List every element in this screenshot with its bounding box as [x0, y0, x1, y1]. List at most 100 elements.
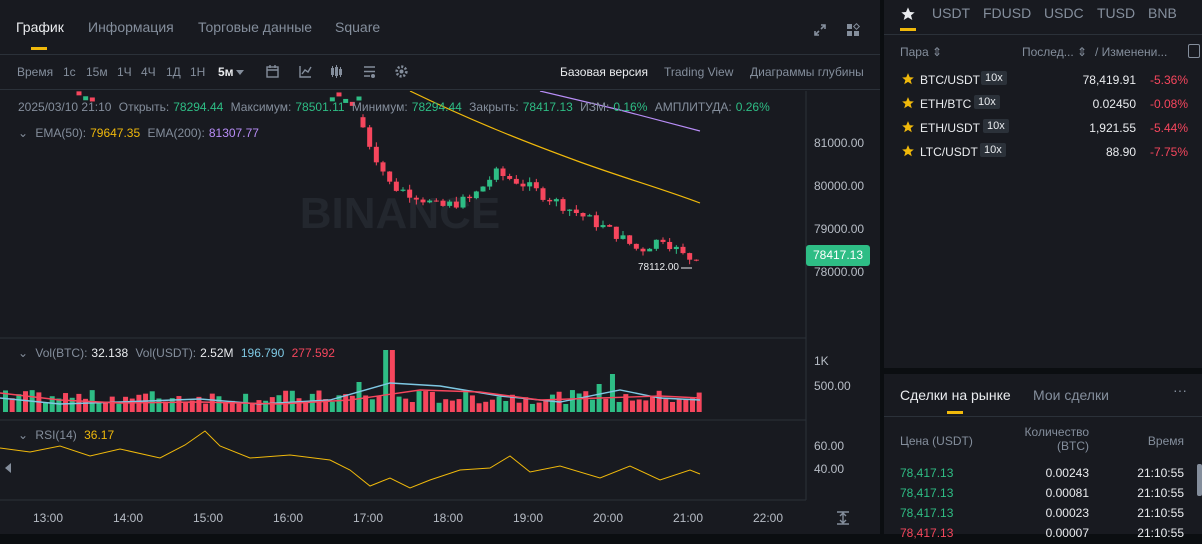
favorite-star-icon[interactable] [901, 72, 915, 86]
interval-1w[interactable]: 1Н [190, 65, 206, 79]
time-column-header: Время [1147, 434, 1184, 448]
candle-body [467, 196, 473, 199]
candle-body [473, 191, 479, 199]
chevron-down-icon[interactable] [236, 70, 244, 76]
leverage-badge: 10x [981, 71, 1007, 85]
candle-body [600, 225, 606, 228]
settings-list-icon[interactable] [362, 64, 377, 79]
low-price-marker: 78112.00 [638, 262, 679, 273]
pair-row[interactable]: LTC/USDT 10x 88.90 -7.75% [884, 142, 1202, 164]
view-tradingview[interactable]: Trading View [664, 65, 734, 79]
market-tab-bnb[interactable]: BNB [1148, 5, 1177, 21]
candle-body [349, 101, 355, 106]
view-depth[interactable]: Диаграммы глубины [750, 65, 864, 79]
pair-row[interactable]: ETH/USDT 10x 1,921.55 -5.44% [884, 118, 1202, 140]
sort-pair[interactable]: Пара ⇕ [900, 45, 943, 59]
high-label: Максимум: [230, 100, 292, 114]
interval-5m-selected[interactable]: 5м [218, 65, 234, 79]
collapse-ema-icon[interactable]: ⌄ [18, 126, 29, 140]
volume-bar [496, 396, 502, 412]
volume-bar [169, 398, 175, 412]
leverage-badge: 10x [983, 119, 1009, 133]
rsi-axis-label: 40.00 [814, 462, 845, 476]
candle-body [553, 199, 559, 202]
candle-body [356, 96, 362, 101]
scroll-left-icon[interactable] [4, 463, 12, 473]
candle-body [567, 209, 573, 211]
rsi-axis-label: 60.00 [814, 439, 845, 453]
collapse-vol-icon[interactable]: ⌄ [18, 346, 29, 360]
tab-trading-data[interactable]: Торговые данные [198, 19, 313, 35]
divider [884, 416, 1202, 417]
candle-body [613, 226, 619, 239]
interval-1d[interactable]: 1Д [166, 65, 181, 79]
tab-info[interactable]: Информация [88, 19, 174, 35]
interval-1h[interactable]: 1Ч [117, 65, 132, 79]
scrollbar[interactable] [1188, 44, 1200, 58]
candle-body [667, 241, 673, 250]
market-tab-usdt[interactable]: USDT [932, 5, 971, 21]
volume-bar [576, 393, 582, 412]
pair-name: ETH/USDT [920, 121, 980, 135]
candle-body [83, 96, 89, 101]
market-panel: USDT FDUSD USDC TUSD BNB Пара ⇕ Послед..… [884, 0, 1202, 368]
trade-qty: 0.00243 [1045, 466, 1089, 480]
tab-square[interactable]: Square [335, 19, 381, 35]
time-axis-label: 16:00 [273, 511, 304, 525]
ema50-label: EMA(50): [35, 126, 87, 140]
interval-15m[interactable]: 15м [86, 65, 108, 79]
pair-row[interactable]: ETH/BTC 10x 0.02450 -0.08% [884, 94, 1202, 116]
time-axis-label: 14:00 [113, 511, 144, 525]
candles-icon[interactable] [329, 64, 344, 79]
ohlc-legend: 2025/03/10 21:10 Открыть: 78294.44 Максим… [18, 100, 774, 114]
volume-bar [129, 398, 135, 412]
trade-time: 21:10:55 [1137, 486, 1184, 500]
ohlc-date: 2025/03/10 21:10 [18, 100, 112, 114]
candle-body [620, 235, 626, 239]
expand-icon[interactable] [812, 22, 828, 38]
more-icon[interactable]: ··· [1173, 382, 1187, 398]
calendar-icon[interactable] [265, 64, 280, 79]
favorites-star-icon[interactable] [900, 6, 916, 22]
pair-row[interactable]: BTC/USDT 10x 78,419.91 -5.36% [884, 70, 1202, 92]
sort-last[interactable]: Послед... ⇕ [1022, 45, 1088, 59]
current-price-badge: 78417.13 [806, 245, 870, 266]
volume-bar [670, 401, 675, 412]
candle-body [573, 209, 579, 214]
favorite-star-icon[interactable] [901, 120, 915, 134]
gear-icon[interactable] [394, 64, 409, 79]
layout-icon[interactable] [845, 22, 861, 38]
sort-change[interactable]: / Изменени... [1095, 45, 1168, 59]
tab-my-trades[interactable]: Мои сделки [1033, 387, 1109, 403]
volume-bar [690, 398, 696, 412]
volume-bar [423, 391, 429, 412]
market-tab-tusd[interactable]: TUSD [1097, 5, 1136, 21]
trade-row: 78,417.13 0.00007 21:10:55 [884, 524, 1202, 544]
candle-body [653, 239, 659, 249]
candle-body [580, 213, 586, 217]
volume-bar [389, 350, 395, 412]
view-basic[interactable]: Базовая версия [560, 65, 648, 79]
favorite-star-icon[interactable] [901, 144, 915, 158]
volume-bar [156, 398, 162, 412]
interval-1s[interactable]: 1с [63, 65, 76, 79]
scale-toggle-icon[interactable] [836, 511, 850, 525]
favorite-star-icon[interactable] [901, 96, 915, 110]
trade-time: 21:10:55 [1137, 506, 1184, 520]
tab-chart[interactable]: График [16, 19, 64, 35]
ema-legend: ⌄ EMA(50): 79647.35 EMA(200): 81307.77 [18, 126, 263, 140]
market-tab-fdusd[interactable]: FDUSD [983, 5, 1032, 21]
collapse-rsi-icon[interactable]: ⌄ [18, 428, 29, 442]
trades-scrollbar[interactable] [1197, 464, 1202, 496]
volume-axis-label: 500.00 [814, 379, 851, 393]
indicators-icon[interactable] [298, 64, 313, 79]
candlestick-chart[interactable]: BINANCE [0, 91, 880, 534]
market-tab-usdc[interactable]: USDC [1044, 5, 1084, 21]
candle-body [400, 189, 406, 191]
trades-panel: Сделки на рынке Мои сделки ··· Цена (USD… [884, 374, 1202, 540]
trade-row: 78,417.13 0.00023 21:10:55 [884, 504, 1202, 524]
volume-bar [309, 393, 315, 412]
interval-4h[interactable]: 4Ч [141, 65, 156, 79]
tab-market-trades[interactable]: Сделки на рынке [900, 387, 1011, 403]
volume-bar [549, 394, 555, 412]
